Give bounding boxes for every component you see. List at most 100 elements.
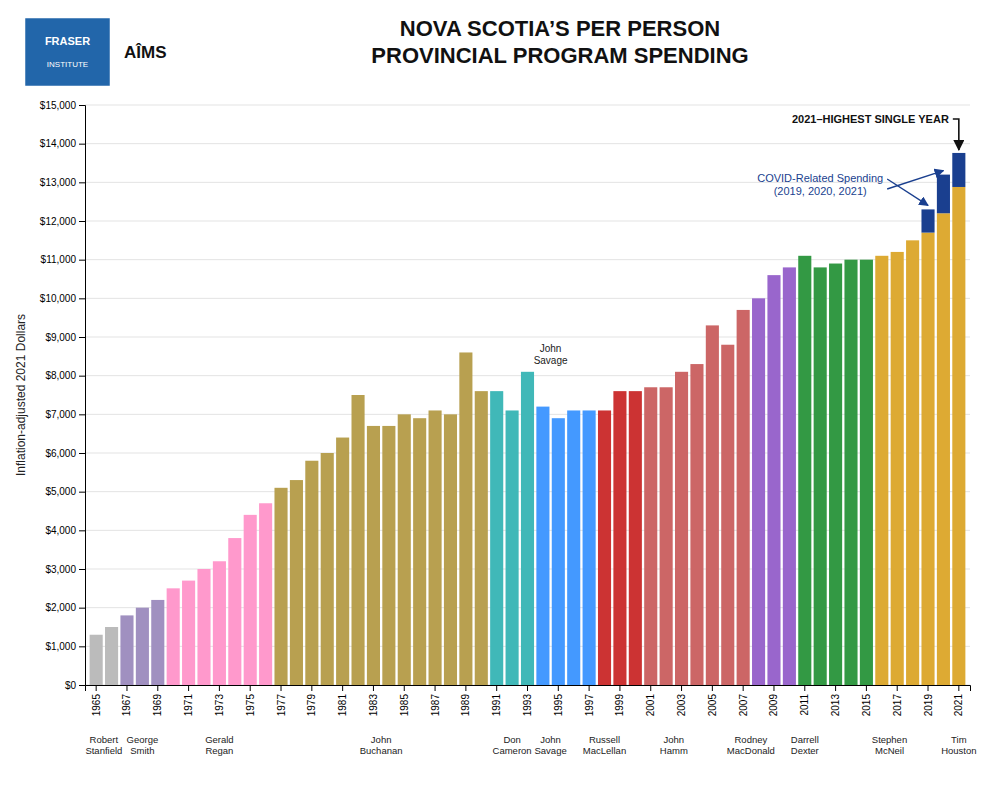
x-tick: 1965 — [91, 685, 102, 716]
grid-line — [85, 105, 970, 106]
x-tick-label: 1973 — [214, 694, 225, 717]
text-line: John — [540, 734, 561, 745]
x-tick-mark — [804, 685, 805, 691]
chart-svg: $0$1,000$2,000$3,000$4,000$5,000$6,000$7… — [0, 0, 1000, 800]
y-tick-mark — [79, 530, 85, 531]
x-tick: 1991 — [491, 685, 502, 716]
x-tick-label: 1975 — [245, 694, 256, 717]
y-tick-mark — [79, 376, 85, 377]
x-tick-mark — [773, 685, 774, 691]
bar — [490, 391, 503, 685]
bar — [182, 581, 195, 685]
x-tick-mark — [342, 685, 343, 691]
bar — [737, 310, 750, 685]
bars — [90, 153, 966, 685]
label-background — [532, 342, 570, 367]
x-tick-label: 2003 — [676, 694, 687, 717]
y-tick: $2,000 — [45, 602, 85, 613]
bar — [783, 267, 796, 685]
title: NOVA SCOTIA’S PER PERSONPROVINCIAL PROGR… — [371, 16, 748, 69]
bar — [937, 213, 950, 685]
x-tick: 1993 — [522, 685, 533, 716]
premier-label: RussellMacLellan — [583, 734, 626, 756]
text-line: COVID-Related Spending — [757, 172, 883, 184]
y-tick-mark — [79, 221, 85, 222]
x-tick-label: 1969 — [152, 694, 163, 717]
bar — [721, 345, 734, 685]
y-tick-label: $0 — [65, 680, 77, 691]
x-tick-mark — [250, 685, 251, 691]
bar — [228, 538, 241, 685]
bar — [921, 233, 934, 685]
text-line: Savage — [534, 745, 566, 756]
text-line: Robert — [90, 734, 119, 745]
chart-container: $0$1,000$2,000$3,000$4,000$5,000$6,000$7… — [0, 0, 1000, 800]
y-tick-mark — [79, 105, 85, 106]
premier-label: DarrellDexter — [791, 734, 819, 756]
text-line: Rodney — [734, 734, 767, 745]
y-tick: $12,000 — [40, 216, 85, 227]
x-tick-label: 1977 — [276, 694, 287, 717]
bar — [151, 600, 164, 685]
bar — [844, 260, 857, 685]
logo-box — [25, 18, 110, 86]
x-tick-label: 2015 — [861, 694, 872, 717]
x-tick-mark — [281, 685, 282, 691]
x-tick-label: 2019 — [923, 694, 934, 717]
y-tick: $1,000 — [45, 641, 85, 652]
premier-label: JohnHamm — [660, 734, 688, 756]
y-tick: $7,000 — [45, 409, 85, 420]
x-tick-label: 2013 — [830, 694, 841, 717]
x-tick-mark — [527, 685, 528, 691]
y-tick-label: $10,000 — [40, 293, 77, 304]
x-tick: 1997 — [584, 685, 595, 716]
y-tick-label: $3,000 — [45, 564, 76, 575]
x-tick-mark — [681, 685, 682, 691]
x-tick-mark — [311, 685, 312, 691]
y-tick-label: $5,000 — [45, 486, 76, 497]
x-tick-mark — [496, 685, 497, 691]
bar — [629, 391, 642, 685]
x-tick: 1977 — [276, 685, 287, 716]
text-line: Regan — [205, 745, 233, 756]
bar — [829, 264, 842, 685]
text-line: George — [127, 734, 159, 745]
bar — [952, 187, 965, 685]
x-tick: 2005 — [707, 685, 718, 716]
x-tick: 2007 — [738, 685, 749, 716]
annotation-arrow — [953, 119, 959, 150]
x-tick-label: 1993 — [522, 694, 533, 717]
x-tick: 1975 — [245, 685, 256, 716]
text-line: Dexter — [791, 745, 819, 756]
x-tick-label: 1981 — [337, 694, 348, 717]
y-tick-mark — [79, 144, 85, 145]
x-tick-label: 1995 — [553, 694, 564, 717]
x-tick-label: 1989 — [460, 694, 471, 717]
y-tick: $11,000 — [41, 254, 85, 265]
bar — [444, 414, 457, 685]
x-tick: 1983 — [368, 685, 379, 716]
bar-segment — [952, 153, 965, 187]
y-tick-label: $9,000 — [45, 332, 76, 343]
x-tick-mark — [373, 685, 374, 691]
bar — [598, 410, 611, 685]
y-tick-mark — [79, 685, 85, 686]
y-tick-label: $8,000 — [45, 370, 76, 381]
bar — [613, 391, 626, 685]
text-line: John — [371, 734, 392, 745]
x-tick: 2021 — [953, 685, 964, 716]
y-tick-mark — [79, 337, 85, 338]
x-tick: 2017 — [892, 685, 903, 716]
x-tick: 1979 — [306, 685, 317, 716]
text-line: John — [540, 343, 562, 354]
grid-line — [85, 259, 970, 260]
bar — [798, 256, 811, 685]
y-tick-mark — [79, 492, 85, 493]
x-axis-line — [86, 686, 971, 692]
x-tick-mark — [619, 685, 620, 691]
bar — [429, 410, 442, 685]
x-tick: 1969 — [152, 685, 163, 716]
logo-text: FRASER — [45, 35, 90, 47]
x-axis: 1965196719691971197319751977197919811983… — [86, 685, 971, 716]
bar-series — [921, 153, 965, 233]
